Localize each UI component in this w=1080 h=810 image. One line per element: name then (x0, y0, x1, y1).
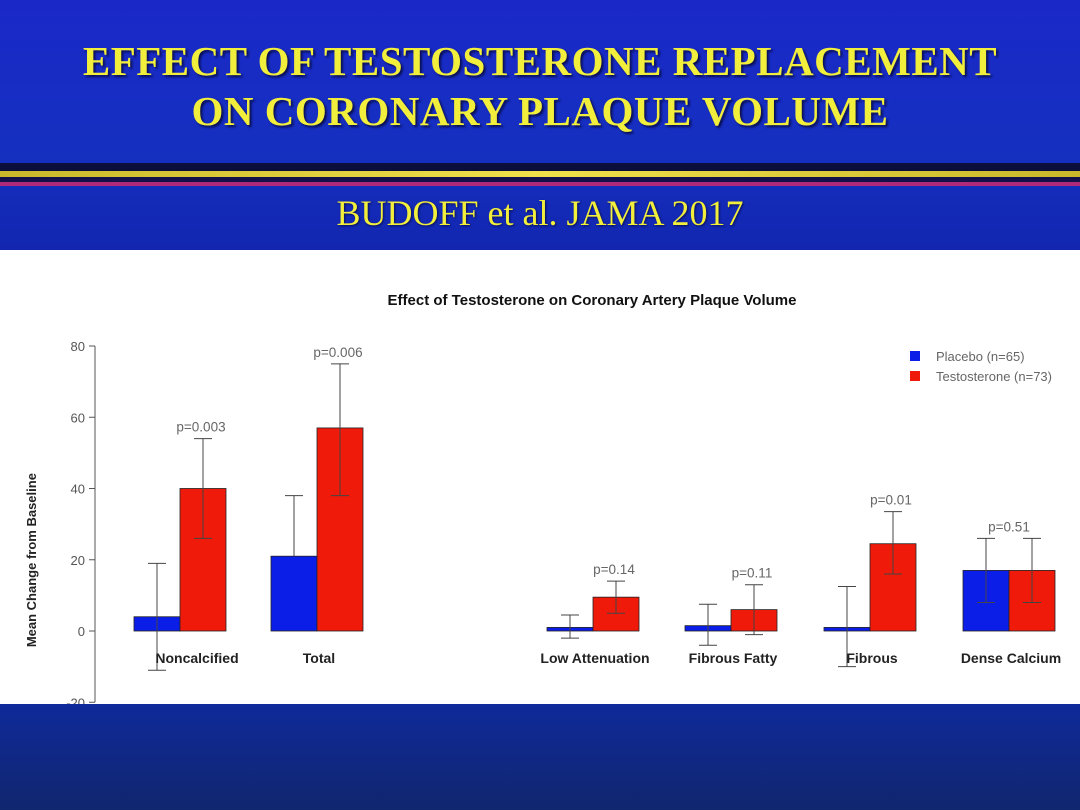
header-divider (0, 163, 1080, 171)
slide-footer (0, 704, 1080, 810)
slide-header (0, 0, 1080, 250)
slide-title-line2: ON CORONARY PLAQUE VOLUME (191, 88, 889, 134)
slide-title: EFFECT OF TESTOSTERONE REPLACEMENT ON CO… (0, 36, 1080, 136)
header-divider-gold (0, 171, 1080, 177)
header-divider-dark (0, 177, 1080, 182)
slide-title-line1: EFFECT OF TESTOSTERONE REPLACEMENT (82, 38, 998, 84)
chart-area (0, 250, 1080, 705)
header-divider-purple (0, 182, 1080, 186)
slide-subtitle: BUDOFF et al. JAMA 2017 (336, 193, 744, 233)
